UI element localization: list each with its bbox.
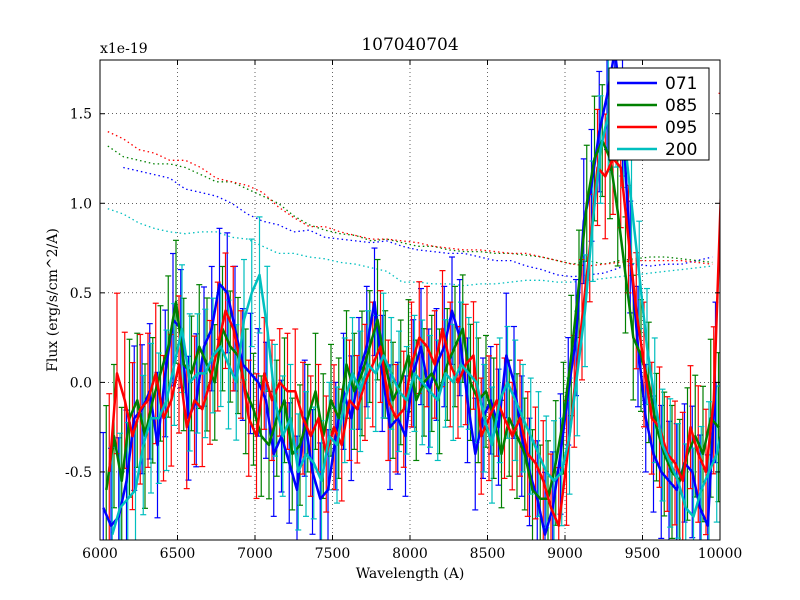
series-line-095 bbox=[108, 157, 720, 527]
reference-line-071 bbox=[123, 166, 713, 278]
x-tick-label: 7500 bbox=[315, 546, 351, 562]
reference-series-layer bbox=[107, 131, 713, 287]
x-tick-label: 10000 bbox=[698, 546, 743, 562]
legend: 071 085 095 200 bbox=[608, 67, 710, 161]
y-tick-label: 1.0 bbox=[70, 196, 92, 212]
reference-line-200 bbox=[107, 208, 713, 287]
legend-label-200: 200 bbox=[665, 140, 697, 160]
legend-label-085: 085 bbox=[665, 96, 697, 116]
axis-ticks: 6000 6500 7000 7500 8000 8500 9000 9500 10000 -0.… bbox=[65, 60, 742, 562]
x-tick-label: 6000 bbox=[82, 546, 118, 562]
x-tick-label: 8000 bbox=[392, 546, 428, 562]
reference-line-085 bbox=[107, 145, 713, 265]
y-tick-label: 0.0 bbox=[70, 375, 92, 391]
series-line-071 bbox=[102, 60, 717, 536]
x-tick-label: 8500 bbox=[470, 546, 506, 562]
reference-line-095 bbox=[107, 131, 713, 267]
y-tick-label: 1.5 bbox=[70, 107, 92, 123]
y-offset-label: x1e-19 bbox=[100, 41, 148, 57]
y-tick-label: 0.5 bbox=[70, 286, 92, 302]
legend-label-071: 071 bbox=[665, 74, 697, 94]
x-tick-label: 7000 bbox=[237, 546, 273, 562]
x-tick-label: 9500 bbox=[625, 546, 661, 562]
y-axis-label: Flux (erg/s/cm^2/A) bbox=[45, 228, 61, 372]
chart-title: 107040704 bbox=[361, 35, 458, 55]
y-tick-label: -0.5 bbox=[65, 465, 92, 481]
legend-label-095: 095 bbox=[665, 118, 697, 138]
x-axis-label: Wavelength (A) bbox=[356, 566, 465, 582]
x-tick-label: 9000 bbox=[547, 546, 583, 562]
x-tick-label: 6500 bbox=[160, 546, 196, 562]
